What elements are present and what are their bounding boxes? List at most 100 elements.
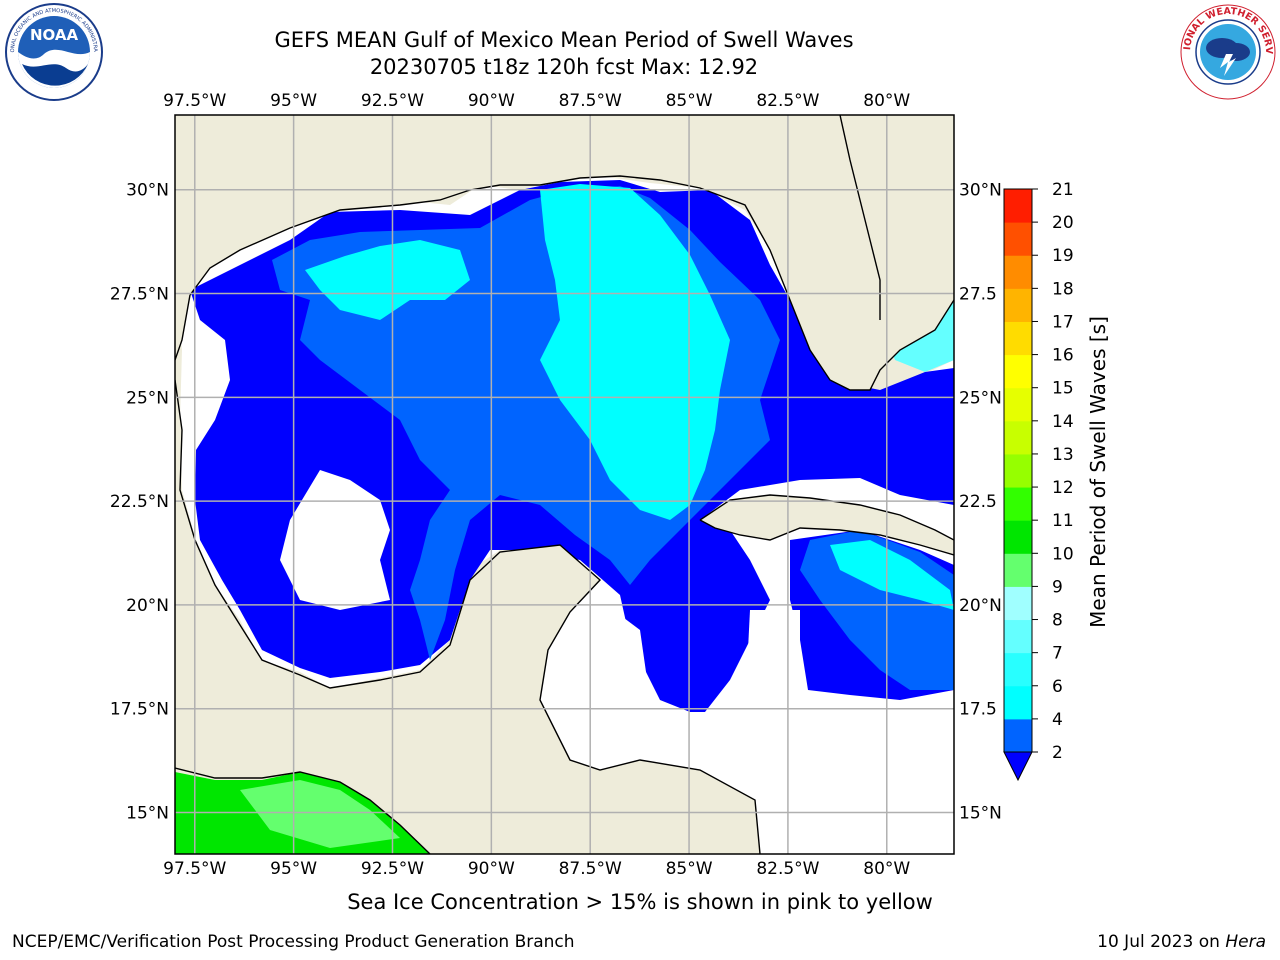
pacific-swell-light — [240, 780, 400, 848]
lon-tick-label-top: 80°W — [863, 91, 910, 111]
colorbar-swatch — [1004, 685, 1032, 720]
lon-tick-label-top: 82.5°W — [756, 91, 819, 111]
lat-tick-label-left: 27.5°N — [110, 285, 169, 305]
colorbar-tick-label: 4 — [1052, 710, 1063, 730]
colorbar-tick-label: 15 — [1052, 379, 1074, 399]
lat-tick-label-right: 30°N — [959, 181, 1002, 201]
footer-machine: Hera — [1225, 932, 1266, 952]
colorbar-tick-label: 13 — [1052, 445, 1074, 465]
lat-tick-label-right: 17.5 — [959, 700, 997, 720]
swell-region-4-6s-west — [305, 240, 470, 320]
colorbar-swatch — [1004, 586, 1032, 621]
lat-tick-label-right: 22.5 — [959, 492, 997, 512]
colorbar-tick-label: 2 — [1052, 743, 1063, 763]
lon-tick-label-bottom: 80°W — [863, 859, 910, 879]
lon-tick-label-bottom: 90°W — [468, 859, 515, 879]
lat-tick-label-right: 25°N — [959, 388, 1002, 408]
colorbar-tick-label: 9 — [1052, 577, 1063, 597]
footer-date-text: 10 Jul 2023 on — [1097, 932, 1226, 952]
lon-tick-label-top: 92.5°W — [361, 91, 424, 111]
lon-tick-label-bottom: 92.5°W — [361, 859, 424, 879]
colorbar-swatch — [1004, 354, 1032, 389]
coastline-mexico — [175, 294, 761, 854]
colorbar-swatch — [1004, 387, 1032, 422]
colorbar-swatch — [1004, 255, 1032, 289]
colorbar-swatch — [1004, 189, 1032, 223]
colorbar-tick-label: 18 — [1052, 279, 1074, 299]
colorbar-tick-label: 17 — [1052, 312, 1074, 332]
swell-region-caribbean-high — [830, 540, 954, 610]
lon-tick-label-top: 95°W — [270, 91, 317, 111]
noaa-logo-icon: NOAA NATIONAL OCEANIC AND ATMOSPHERIC AD… — [4, 2, 103, 101]
colorbar-swatch — [1004, 420, 1032, 455]
footer-date: 10 Jul 2023 on Hera — [1097, 932, 1266, 952]
colorbar-tick-label: 10 — [1052, 544, 1074, 564]
lon-labels-top: 97.5°W 95°W 92.5°W 90°W 87.5°W 85°W 82.5°W 80°W — [163, 91, 910, 111]
grid-lines — [175, 115, 954, 854]
colorbar-swatch — [1004, 520, 1032, 554]
missing-data-patch-caribbean — [748, 610, 800, 680]
colorbar-tick-label: 20 — [1052, 213, 1074, 233]
colorbar-frame — [1003, 188, 1033, 753]
lon-tick-label-top: 85°W — [666, 91, 713, 111]
lon-tick-label-top: 87.5°W — [559, 91, 622, 111]
lon-labels-bottom: 97.5°W 95°W 92.5°W 90°W 87.5°W 85°W 82.5°W 80°W — [163, 859, 910, 879]
colorbar-tick-label: 7 — [1052, 644, 1063, 664]
map-subtitle: 20230705 t18z 120h fcst Max: 12.92 — [369, 55, 759, 79]
colorbar-tick-label: 8 — [1052, 611, 1063, 631]
footer-branch: NCEP/EMC/Verification Post Processing Pr… — [12, 932, 575, 952]
map-frame — [174, 114, 955, 855]
lon-tick-label-top: 97.5°W — [163, 91, 226, 111]
colorbar-tick-label: 16 — [1052, 346, 1074, 366]
colorbar-swatch — [1004, 718, 1032, 753]
lon-tick-label-bottom: 85°W — [666, 859, 713, 879]
lat-tick-label-right: 27.5 — [959, 285, 997, 305]
lon-tick-label-bottom: 82.5°W — [756, 859, 819, 879]
colorbar-title: Mean Period of Swell Waves [s] — [1086, 316, 1110, 628]
colorbar-tick-label: 12 — [1052, 478, 1074, 498]
lon-tick-label-bottom: 95°W — [270, 859, 317, 879]
map-area — [175, 115, 954, 854]
lat-labels-right: 30°N 27.5 25°N 22.5 20°N 17.5 15°N — [959, 181, 1002, 824]
colorbar-tick-label: 14 — [1052, 412, 1074, 432]
noaa-abbr: NOAA — [30, 26, 79, 44]
colorbar-tick-label: 19 — [1052, 246, 1074, 266]
colorbar-swatch — [1004, 222, 1032, 256]
land-cuba — [700, 495, 954, 555]
colorbar-tick-label: 6 — [1052, 677, 1063, 697]
lon-tick-label-bottom: 87.5°W — [559, 859, 622, 879]
colorbar-swatch — [1004, 453, 1032, 488]
missing-data-patch — [280, 470, 390, 610]
colorbar-swatch — [1004, 288, 1032, 322]
map-title-block: GEFS MEAN Gulf of Mexico Mean Period of … — [164, 27, 964, 81]
colorbar-tick-label: 11 — [1052, 511, 1074, 531]
lat-tick-label-left: 30°N — [126, 181, 169, 201]
colorbar: 2 4 6 7 8 9 10 11 12 13 14 15 16 17 18 19 20 21 — [1003, 180, 1074, 782]
land-mexico-central-america — [175, 380, 760, 854]
colorbar-swatch — [1004, 553, 1032, 587]
sea-ice-caption: Sea Ice Concentration > 15% is shown in … — [347, 890, 933, 914]
lat-tick-label-right: 20°N — [959, 596, 1002, 616]
lat-tick-label-right: 15°N — [959, 803, 1002, 823]
nws-logo-icon: NATIONAL WEATHER SERVICE — [1178, 2, 1276, 100]
lat-labels-left: 30°N 27.5°N 25°N 22.5°N 20°N 17.5°N 15°N — [110, 181, 169, 824]
colorbar-tick-label: 21 — [1052, 180, 1074, 200]
lat-tick-label-left: 22.5°N — [110, 492, 169, 512]
lon-tick-label-top: 90°W — [468, 91, 515, 111]
lon-tick-label-bottom: 97.5°W — [163, 859, 226, 879]
colorbar-extend-arrow — [1003, 751, 1033, 782]
map-title: GEFS MEAN Gulf of Mexico Mean Period of … — [274, 28, 854, 52]
lat-tick-label-left: 20°N — [126, 596, 169, 616]
coastline-florida-east — [839, 115, 881, 320]
colorbar-swatch — [1004, 619, 1032, 654]
lat-tick-label-left: 17.5°N — [110, 700, 169, 720]
lat-tick-label-left: 25°N — [126, 388, 169, 408]
coastline-north — [189, 175, 954, 391]
lat-tick-label-left: 15°N — [126, 803, 169, 823]
coastline-pacific — [175, 767, 431, 854]
land-north-america — [175, 115, 954, 390]
colorbar-swatch — [1004, 652, 1032, 687]
swell-region-4-6s — [540, 184, 730, 520]
colorbar-swatch — [1004, 487, 1032, 521]
